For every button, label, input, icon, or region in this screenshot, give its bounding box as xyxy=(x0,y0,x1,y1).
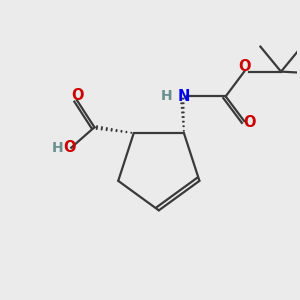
Text: H: H xyxy=(52,141,63,155)
Text: O: O xyxy=(238,59,251,74)
Text: O: O xyxy=(71,88,84,103)
Text: O: O xyxy=(243,115,256,130)
Text: O: O xyxy=(64,140,76,155)
Text: H: H xyxy=(161,89,172,103)
Text: N: N xyxy=(177,89,190,104)
